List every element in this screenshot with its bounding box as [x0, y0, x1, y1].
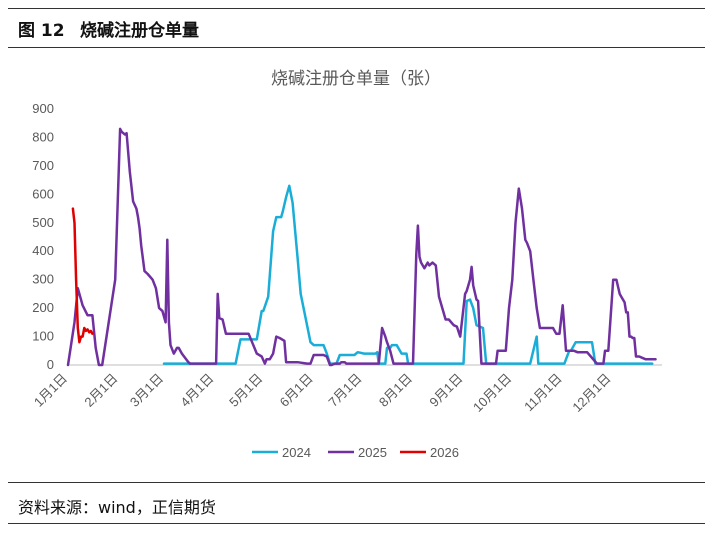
x-axis: 1月1日 2月1日 3月1日 4月1日 5月1日 6月1日 7月1日 8月1日 9月1日 10月1…: [31, 364, 662, 415]
source-note: 资料来源：wind，正信期货: [18, 498, 216, 517]
figure-title: 烧碱注册仓单量: [80, 21, 199, 41]
series-line-2024: [162, 184, 654, 365]
legend-label-2024: 2024: [282, 445, 311, 460]
x-tick-label: 1月1日: [31, 371, 70, 410]
legend: 2024 2025 2026: [252, 445, 459, 460]
chart-title: 烧碱注册仓单量（张）: [271, 69, 441, 89]
y-tick-label: 700: [32, 158, 54, 173]
y-tick-label: 400: [32, 243, 54, 258]
x-tick-label: 2月1日: [81, 371, 120, 410]
x-tick-label: 3月1日: [127, 371, 166, 410]
y-tick-label: 800: [32, 129, 54, 144]
y-tick-label: 0: [47, 357, 54, 372]
footer-rule: [8, 482, 705, 483]
top-rule: [8, 8, 705, 9]
y-tick-label: 900: [32, 101, 54, 116]
header-rule: [8, 47, 705, 48]
x-tick-label: 10月1日: [470, 371, 514, 415]
y-tick-label: 500: [32, 215, 54, 230]
legend-label-2025: 2025: [358, 445, 387, 460]
series-line-2026: [71, 207, 94, 344]
figure-header: 图 12 烧碱注册仓单量: [0, 0, 713, 48]
x-tick-label: 6月1日: [277, 371, 316, 410]
x-tick-label: 11月1日: [521, 371, 565, 415]
x-tick-label: 7月1日: [325, 371, 364, 410]
x-tick-label: 5月1日: [226, 371, 265, 410]
y-tick-label: 200: [32, 300, 54, 315]
x-tick-label: 8月1日: [376, 371, 415, 410]
series-lines: [66, 127, 657, 367]
series-line-2025: [66, 127, 657, 367]
x-tick-label: 12月1日: [569, 371, 613, 415]
y-tick-label: 300: [32, 272, 54, 287]
x-tick-label: 9月1日: [426, 371, 465, 410]
legend-label-2026: 2026: [430, 445, 459, 460]
x-tick-label: 4月1日: [177, 371, 216, 410]
bottom-rule: [8, 523, 705, 524]
y-tick-label: 600: [32, 186, 54, 201]
y-axis: 0 100 200 300 400 500 600 700 800 900: [32, 101, 54, 372]
y-tick-label: 100: [32, 329, 54, 344]
figure-label: 图 12: [18, 21, 65, 41]
